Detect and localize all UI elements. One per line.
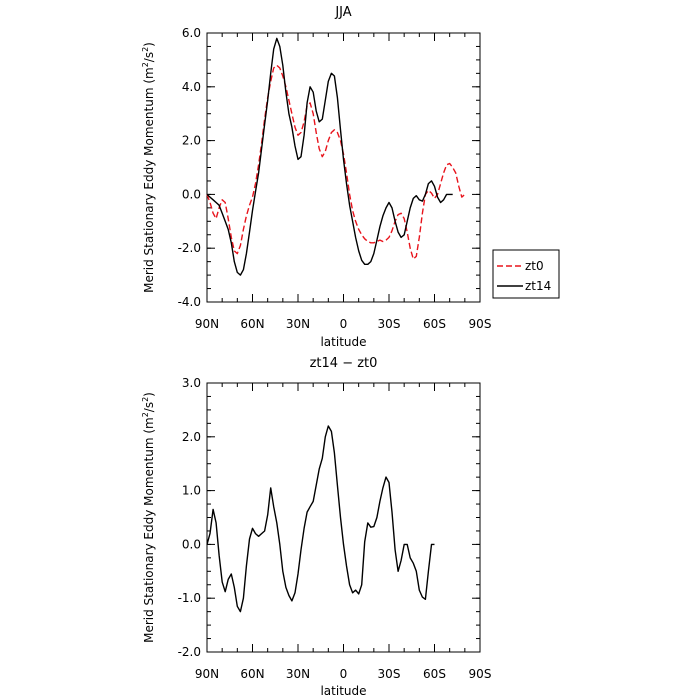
chart2-y-tick-label: 0.0 <box>182 537 201 551</box>
chart1-y-tick-label: 6.0 <box>182 26 201 40</box>
chart2-y-axis-label-part: 2 <box>141 397 150 402</box>
chart2-x-tick-label: 0 <box>340 667 348 681</box>
chart2-x-axis-label: latitude <box>320 684 366 698</box>
chart1-title: JJA <box>334 5 351 20</box>
legend-label-zt0: zt0 <box>525 259 544 273</box>
legend-label-zt14: zt14 <box>525 279 551 293</box>
chart1-y-axis-label-part: Merid Stationary Eddy Momentum (m <box>142 67 156 293</box>
chart2-y-axis-label-part: 2 <box>141 412 150 417</box>
chart2-y-tick-label: 1.0 <box>182 484 201 498</box>
chart1-y-tick-label: 0.0 <box>182 187 201 201</box>
chart2-y-tick-label: -1.0 <box>178 591 201 605</box>
chart1-legend: zt0 zt14 <box>492 249 560 299</box>
chart1-y-tick-label: -4.0 <box>178 295 201 309</box>
chart1-x-tick-label: 90S <box>469 317 492 331</box>
chart1-x-tick-label: 60N <box>240 317 264 331</box>
chart2-y-tick-label: -2.0 <box>178 645 201 659</box>
chart2-x-tick-label: 30S <box>378 667 401 681</box>
chart2-y-tick-label: 3.0 <box>182 376 201 390</box>
chart1-y-tick-label: 2.0 <box>182 134 201 148</box>
chart1-y-axis-label-part: 2 <box>141 47 150 52</box>
chart2-x-tick-label: 90S <box>469 667 492 681</box>
chart2-y-axis-label: Merid Stationary Eddy Momentum (m2/s2) <box>141 392 156 643</box>
legend-box <box>492 249 560 299</box>
chart1-y-axis-label-part: ) <box>142 42 156 47</box>
chart2: zt14 − zt0 90N 60N 30N 0 30S 60S 90S -2.0 -1.0 0.0… <box>141 356 491 698</box>
chart1-y-axis-label-part: /s <box>142 52 156 62</box>
chart1-y-axis-label-part: 2 <box>141 62 150 67</box>
chart2-x-tick-label: 30N <box>286 667 310 681</box>
chart1-y-tick-label: -2.0 <box>178 241 201 255</box>
chart2-y-axis-label-part: Merid Stationary Eddy Momentum (m <box>142 417 156 643</box>
chart2-y-tick-label: 2.0 <box>182 430 201 444</box>
chart2-x-tick-label: 90N <box>195 667 219 681</box>
chart2-plot-frame <box>206 382 481 653</box>
chart2-series-line-0 <box>206 425 435 613</box>
chart2-x-tick-label: 60S <box>423 667 446 681</box>
chart1-x-tick-label: 30N <box>286 317 310 331</box>
chart2-x-tick-label: 60N <box>240 667 264 681</box>
chart1-x-tick-label: 60S <box>423 317 446 331</box>
chart1-x-tick-label: 30S <box>378 317 401 331</box>
chart2-title: zt14 − zt0 <box>310 356 378 371</box>
chart1-x-tick-label: 90N <box>195 317 219 331</box>
chart1-series-line-zt14 <box>206 37 453 276</box>
chart2-y-axis-label-part: /s <box>142 402 156 412</box>
chart1-plot-frame <box>206 32 481 303</box>
chart1-x-axis-label: latitude <box>320 335 366 349</box>
chart1-y-tick-label: 4.0 <box>182 80 201 94</box>
chart1-x-tick-label: 0 <box>340 317 348 331</box>
chart1: JJA 90N 60N 30N 0 30S 60S 90S -4.0 -2.0 0.0 2.0 4.0 6… <box>141 5 560 349</box>
chart1-series-line-zt0 <box>206 64 466 260</box>
chart1-y-axis-label: Merid Stationary Eddy Momentum (m2/s2) <box>141 42 156 293</box>
chart2-y-axis-label-part: ) <box>142 392 156 397</box>
